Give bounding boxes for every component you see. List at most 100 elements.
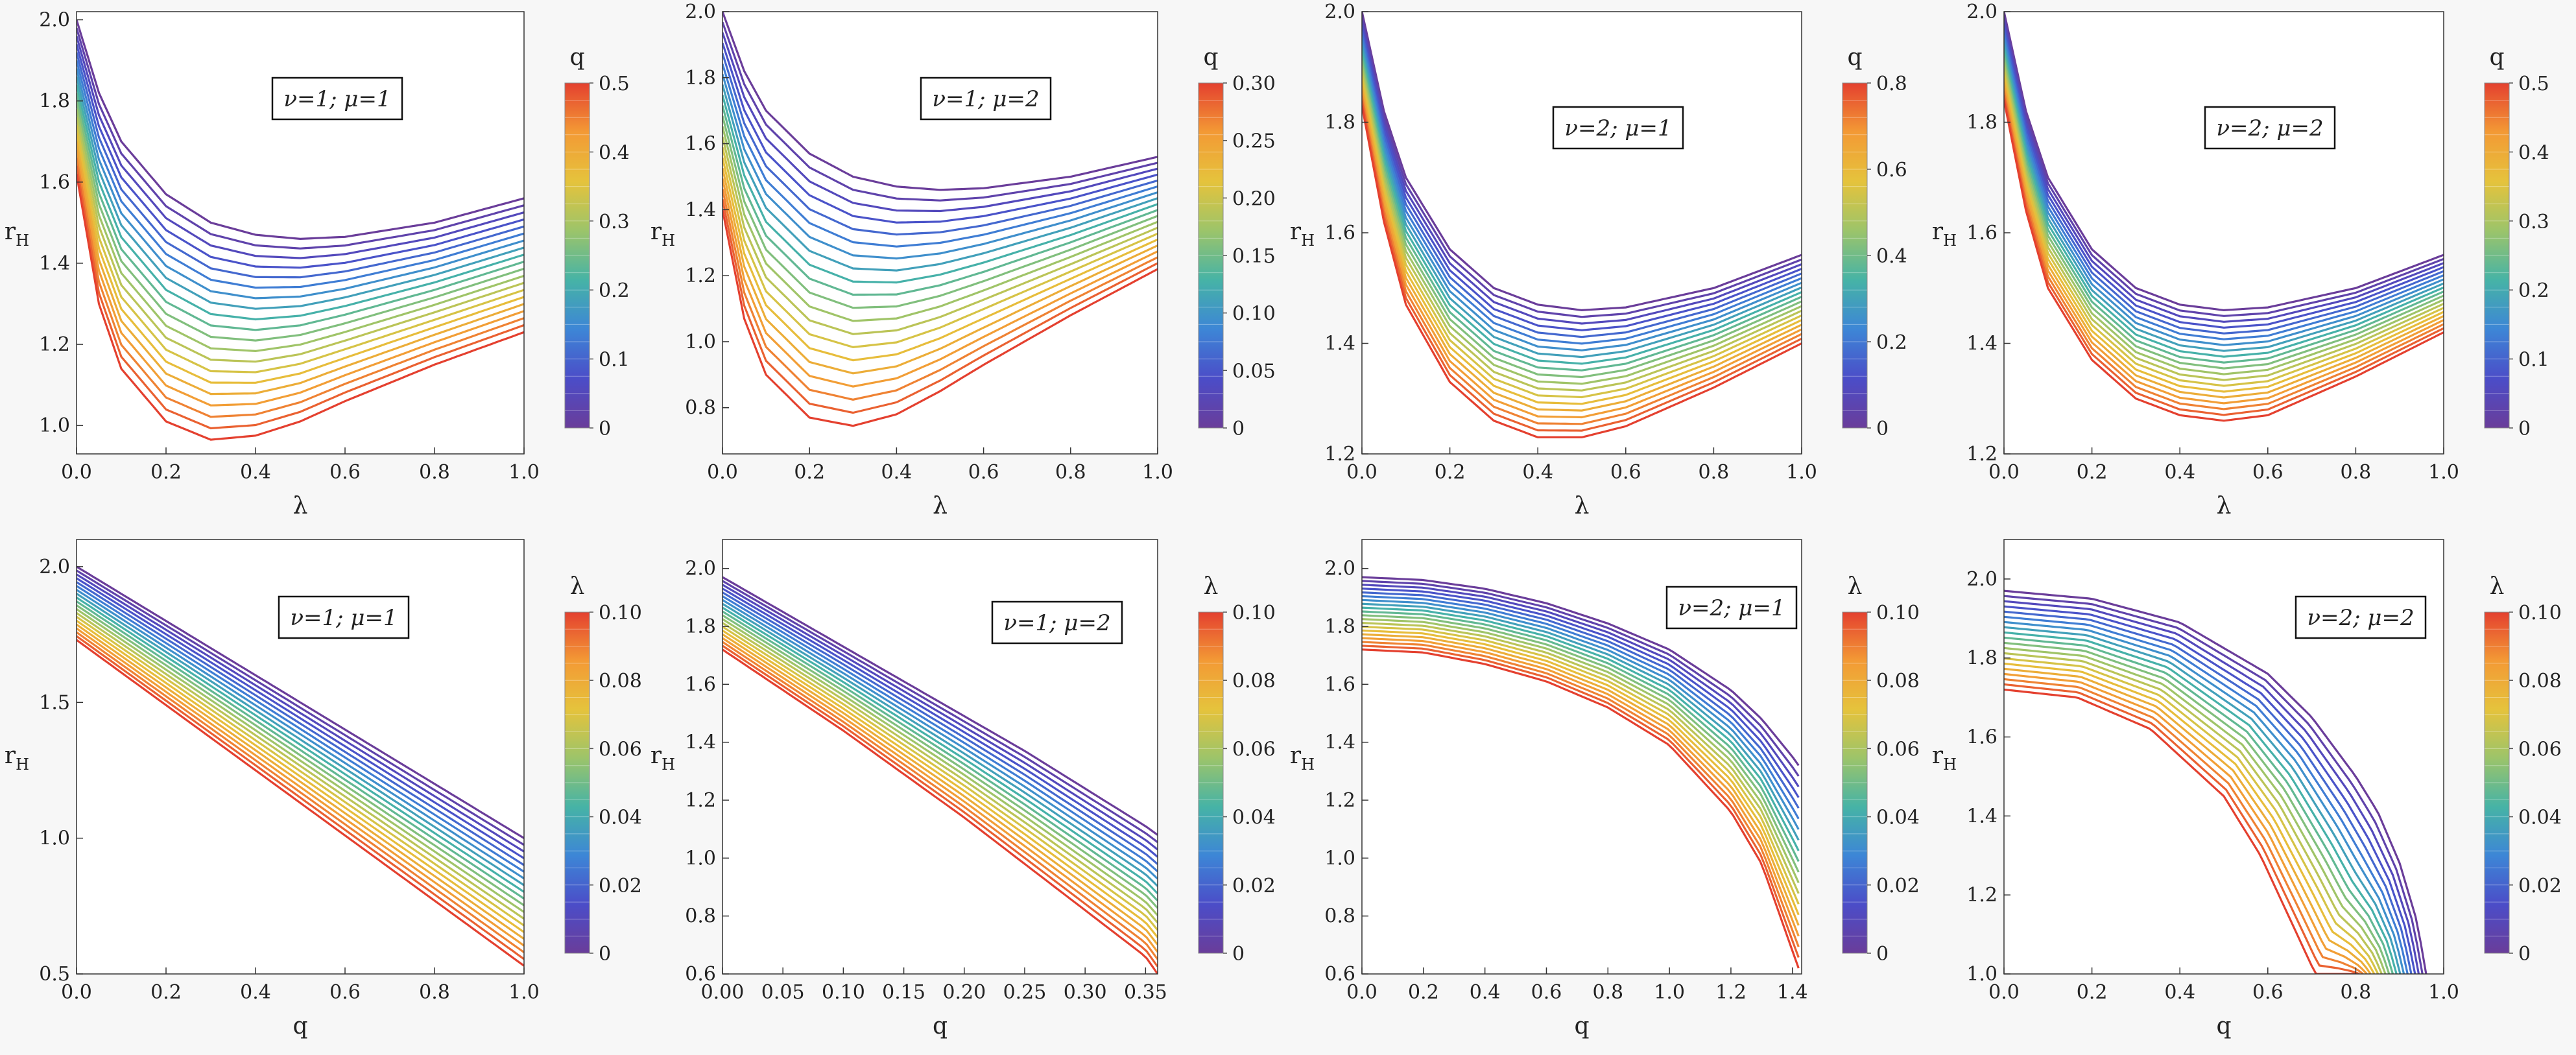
annotation-text: ν=2; μ=2 [2307, 605, 2414, 631]
colorbar-tick-label: 0 [2518, 418, 2531, 440]
series-line [77, 27, 524, 250]
series-line [2004, 621, 2405, 974]
series-line [722, 167, 1158, 375]
colorbar-tick-label: 0.10 [599, 602, 642, 624]
y-tick-label: 1.8 [1324, 615, 1355, 638]
plot-frame [1361, 539, 1802, 975]
series-group [1362, 576, 1800, 969]
y-axis-label: rH [650, 219, 675, 250]
y-axis-label: rH [5, 219, 29, 250]
series-line [77, 589, 524, 880]
x-tick-label: 0.6 [329, 461, 361, 484]
series-line [1362, 618, 1800, 884]
series-line [77, 108, 524, 353]
y-tick-label: 1.4 [1966, 805, 1998, 827]
y-tick-label: 1.4 [39, 252, 70, 275]
series-line [2004, 688, 2356, 974]
annotation-box [278, 595, 410, 639]
series-line [1362, 51, 1802, 365]
series-line [1362, 584, 1800, 788]
y-tick-label: 2.0 [1324, 558, 1355, 580]
y-tick-label: 1.6 [1324, 673, 1355, 696]
series-line [722, 198, 1158, 414]
series-line [722, 73, 1158, 260]
annotation-box [2295, 595, 2427, 639]
x-axis-label: q [2216, 1013, 2231, 1039]
colorbar-tick-label: 0.8 [1876, 73, 1907, 95]
colorbar-tick-label: 0.3 [599, 211, 630, 233]
annotation-text: ν=1; μ=2 [932, 86, 1039, 112]
y-axis-label-subscript: H [1943, 231, 1957, 250]
y-tick-label: 1.5 [39, 691, 70, 714]
series-line [2004, 683, 2360, 974]
panel-4: 0.0 0.2 0.4 0.6 0.8 1.0 1.2 1.4 1.6 1.8 2.0 λ rH ν=2;… [1932, 1, 2549, 519]
colorbar [1842, 611, 1868, 954]
annotation-text: ν=1; μ=1 [283, 86, 390, 112]
series-line [2004, 631, 2398, 974]
colorbar-tick-label: 0.10 [1232, 303, 1276, 326]
y-tick-label: 2.0 [685, 1, 716, 23]
series-group [722, 576, 1158, 974]
x-tick-label: 0.30 [1064, 981, 1107, 1004]
series-line [77, 597, 524, 893]
series-line [1362, 46, 1802, 359]
x-tick-label: 0.4 [1522, 461, 1553, 484]
series-line [2004, 626, 2402, 974]
colorbar-tick-label: 0.08 [1876, 670, 1920, 693]
colorbar-tick-label: 0.1 [599, 349, 630, 372]
series-line [2004, 25, 2444, 329]
series-line [2004, 636, 2394, 974]
series-line [2004, 641, 2391, 974]
y-tick-label: 1.2 [1966, 443, 1998, 466]
series-line [77, 585, 524, 873]
series-line [722, 157, 1158, 362]
series-line [77, 577, 524, 860]
x-tick-label: 0.6 [1610, 461, 1641, 484]
series-line [722, 188, 1158, 401]
y-tick-label: 1.6 [685, 133, 716, 156]
colorbar-title: λ [570, 573, 585, 600]
series-line [2004, 652, 2383, 974]
series-line [1362, 12, 1802, 312]
panel-7: 0.0 0.2 0.4 0.6 0.8 1.0 1.2 1.4 0.6 0.8 1.0 1.2 1.4 1… [1290, 539, 1920, 1039]
series-line [722, 618, 1158, 916]
series-line [1362, 629, 1800, 916]
series-line [722, 595, 1158, 873]
x-axis-label: λ [1575, 493, 1590, 519]
y-tick-label: 0.8 [685, 905, 716, 928]
x-tick-label: 0.8 [1055, 461, 1086, 484]
y-tick-label: 0.6 [1324, 963, 1355, 986]
y-tick-label: 2.0 [1966, 1, 1998, 23]
colorbar-tick-label: 0 [1876, 943, 1889, 966]
plot-frame [722, 539, 1158, 975]
series-line [77, 600, 524, 900]
x-axis-label: q [1574, 1013, 1589, 1039]
series-line [722, 599, 1158, 880]
series-group [77, 565, 524, 967]
series-line [2004, 34, 2444, 340]
y-axis-label-subscript: H [16, 755, 29, 774]
colorbar-tick-label: 0.06 [1876, 738, 1920, 761]
series-line [1362, 21, 1802, 325]
series-line [2004, 678, 2364, 974]
y-axis-label-subscript: H [1301, 231, 1315, 250]
series-line [1362, 56, 1802, 372]
series-line [2004, 58, 2444, 370]
series-line [722, 12, 1158, 191]
series-line [722, 614, 1158, 909]
series-line [77, 157, 524, 418]
series-line [2004, 615, 2409, 974]
x-tick-label: 0.2 [1408, 981, 1439, 1004]
series-line [2004, 49, 2444, 358]
colorbar-tick-label: 0.05 [1232, 360, 1276, 383]
x-tick-label: 0.15 [882, 981, 925, 1004]
series-line [2004, 39, 2444, 346]
panel-8: 0.0 0.2 0.4 0.6 0.8 1.0 1.0 1.2 1.4 1.6 1.8 2.0 q rH ν… [1932, 539, 2562, 1039]
series-line [77, 19, 524, 241]
series-line [1362, 614, 1800, 873]
y-tick-label: 2.0 [1966, 568, 1998, 591]
series-line [722, 626, 1158, 931]
series-line [77, 565, 524, 839]
series-line [2004, 90, 2444, 410]
series-line [77, 101, 524, 342]
